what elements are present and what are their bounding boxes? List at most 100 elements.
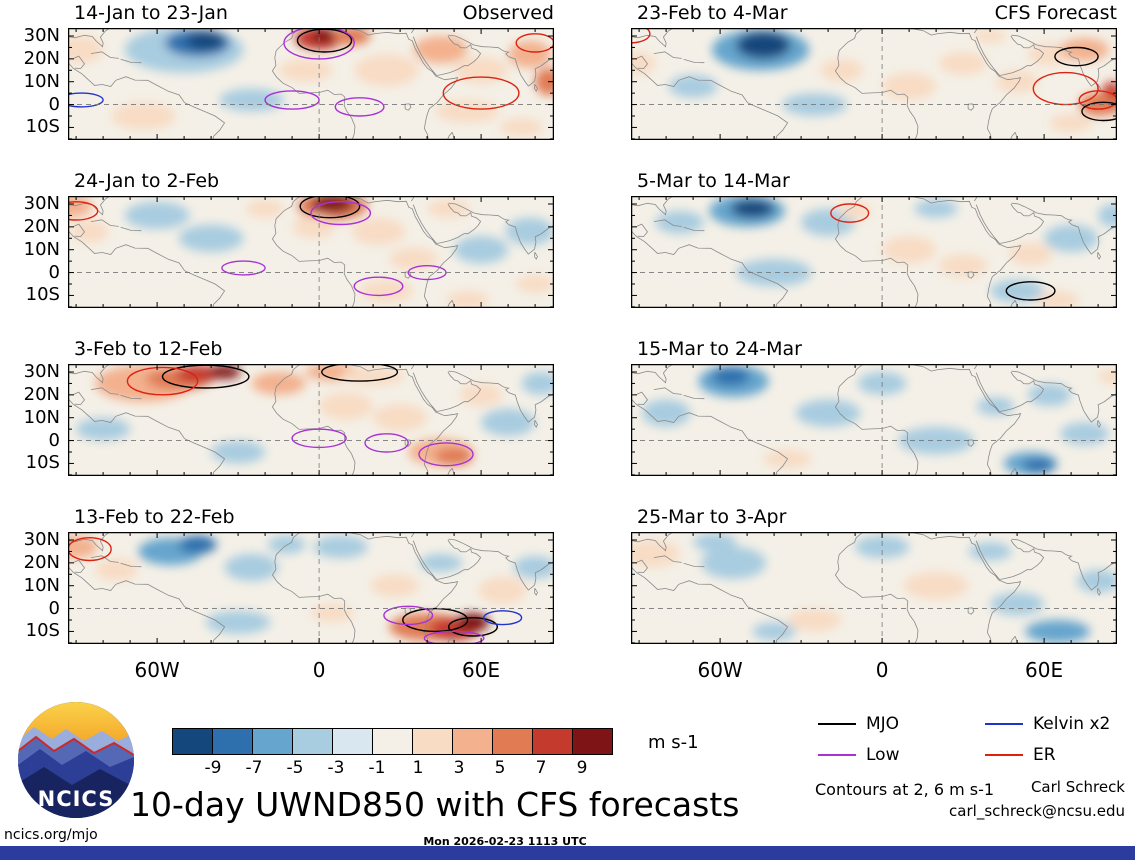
mjo-contour	[299, 196, 361, 219]
coastlines	[68, 196, 554, 308]
colorbar-cell	[452, 728, 493, 755]
er-contour	[442, 76, 520, 110]
bottom-bar	[0, 846, 1135, 860]
x-axis-tick-label: 60W	[134, 658, 180, 682]
low-contour	[383, 605, 434, 626]
kelvin-contour	[68, 92, 104, 108]
colorbar-cell	[332, 728, 373, 755]
anomaly-blob	[354, 54, 419, 87]
colorbar-tick-label: 5	[494, 758, 506, 778]
low-contour	[310, 201, 372, 226]
anomaly-blob	[246, 199, 284, 218]
anomaly-blob	[446, 290, 490, 308]
low-contour	[423, 630, 485, 644]
anomaly-blob	[205, 610, 271, 634]
anomaly-blob	[898, 426, 974, 455]
coastlines	[631, 196, 1117, 308]
colorbar-cell	[292, 728, 333, 755]
legend-label-low: Low	[866, 745, 900, 765]
contour-note: Contours at 2, 6 m s-1	[815, 780, 995, 799]
anomaly-field	[641, 365, 1117, 475]
low-contour	[221, 260, 266, 276]
anomaly-blob	[752, 622, 796, 641]
anomaly-blob	[311, 604, 355, 623]
anomaly-blob	[111, 102, 176, 130]
colorbar-cell	[372, 728, 413, 755]
anomaly-blob	[435, 100, 500, 123]
mjo-contour	[448, 617, 499, 637]
colorbar-cell	[212, 728, 253, 755]
anomaly-blob	[730, 199, 775, 218]
colorbar-tick-label: 3	[453, 758, 465, 778]
low-contour	[353, 276, 404, 297]
timestamp: Mon 2026-02-23 1113 UTC	[423, 835, 587, 848]
anomaly-blob	[208, 365, 241, 379]
er-contour	[68, 537, 112, 562]
anomaly-blob	[521, 372, 554, 395]
y-axis-tick-label: 10S	[25, 452, 60, 474]
anomaly-blob	[454, 236, 509, 264]
anomaly-blob	[186, 31, 225, 50]
anomaly-blob	[820, 58, 864, 82]
anomaly-blob	[535, 68, 554, 96]
panel-corner-label: CFS Forecast	[994, 2, 1117, 24]
anomaly-blob	[938, 254, 988, 278]
legend-line-mjo	[818, 723, 856, 725]
anomaly-blob	[693, 533, 737, 552]
map-content	[631, 364, 1117, 476]
y-axis-tick-label: 20N	[23, 215, 60, 237]
y-axis-tick-label: 10N	[23, 70, 60, 92]
anomaly-blob	[968, 542, 1012, 561]
anomaly-blob	[459, 383, 503, 407]
mjo-contour	[321, 364, 399, 382]
y-axis-tick-label: 10S	[25, 620, 60, 642]
y-axis-tick-label: 0	[48, 597, 60, 619]
anomaly-blob	[70, 220, 109, 243]
anomaly-blob	[736, 31, 791, 59]
y-axis-tick-label: 20N	[23, 383, 60, 405]
anomaly-blob	[370, 574, 420, 598]
x-axis-tick-label: 60W	[697, 658, 743, 682]
anomaly-blob	[219, 88, 284, 112]
colorbar-cell	[492, 728, 533, 755]
anomaly-blob	[419, 553, 463, 572]
anomaly-blob	[454, 56, 509, 84]
colorbar-units-label: m s-1	[648, 732, 699, 753]
map-content	[631, 532, 1117, 644]
anomaly-blob	[736, 258, 812, 287]
anomaly-blob	[427, 199, 471, 218]
panel-title: 13-Feb to 22-Feb	[74, 506, 235, 528]
anomaly-blob	[359, 279, 414, 303]
anomaly-field	[68, 196, 554, 308]
panel-border	[68, 364, 554, 476]
map-content	[631, 196, 1117, 308]
anomaly-blob	[631, 540, 680, 568]
er-contour	[631, 28, 651, 44]
legend-line-low	[818, 754, 856, 756]
anomaly-blob	[1027, 383, 1072, 407]
anomaly-blob	[1025, 620, 1090, 643]
anomaly-blob	[389, 247, 438, 271]
anomaly-blob	[1079, 93, 1117, 116]
er-contour	[830, 203, 870, 223]
colorbar-cell	[412, 728, 453, 755]
anomaly-blob	[292, 215, 336, 239]
anomaly-blob	[1098, 204, 1117, 227]
anomaly-blob	[1076, 569, 1117, 593]
y-axis-tick-label: 10N	[23, 406, 60, 428]
panel-title: 5-Mar to 14-Mar	[637, 170, 790, 192]
colorbar-tick-label: -7	[245, 758, 263, 778]
x-axis-tick-label: 0	[312, 658, 326, 682]
panel-border	[68, 196, 554, 308]
legend-label-kelvin-x2: Kelvin x2	[1033, 714, 1111, 734]
panel-title: 23-Feb to 4-Mar	[637, 2, 788, 24]
anomaly-blob	[178, 224, 244, 252]
anomaly-blob	[224, 553, 279, 582]
panel-title: 3-Feb to 12-Feb	[74, 338, 223, 360]
anomaly-blob	[1098, 369, 1117, 384]
anomaly-blob	[882, 72, 937, 100]
coastlines	[68, 532, 554, 644]
map-panel	[631, 28, 1117, 140]
mjo-contour	[1081, 101, 1117, 122]
